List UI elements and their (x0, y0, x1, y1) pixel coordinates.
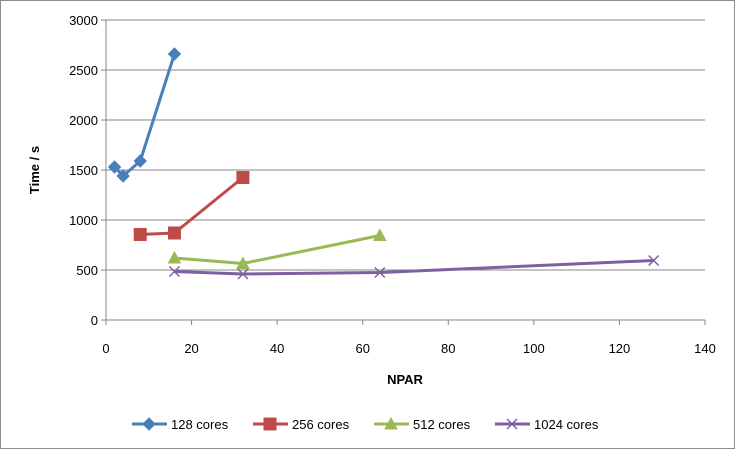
x-tick-label: 140 (694, 341, 716, 356)
data-point-1024-cores (374, 266, 386, 279)
y-tick-label: 2000 (69, 113, 98, 128)
x-marker-stroke (374, 266, 386, 279)
x-tick-label: 60 (355, 341, 369, 356)
legend-swatch-marker (384, 416, 398, 430)
legend-label: 256 cores (292, 417, 350, 432)
y-tick-label: 2500 (69, 63, 98, 78)
series-group (107, 47, 660, 280)
legend-swatch-marker (263, 417, 277, 431)
series-512-cores (167, 228, 387, 269)
data-point-512-cores (236, 256, 250, 269)
data-point-128-cores (133, 154, 147, 168)
legend-label: 1024 cores (534, 417, 599, 432)
legend-swatch-marker (506, 418, 518, 430)
y-tick-label: 3000 (69, 13, 98, 28)
x-tick-label: 120 (609, 341, 631, 356)
series-line-256-cores (140, 176, 244, 236)
series-line-1024-cores (174, 259, 654, 276)
y-tick-label: 1500 (69, 163, 98, 178)
data-point-1024-cores (648, 254, 660, 267)
legend-item-1024-cores: 1024 cores (495, 417, 599, 432)
axes: 0 500 1000 1500 2000 2500 3000 0 20 40 60 80 100 120 1… (69, 13, 716, 356)
y-tick-label: 1000 (69, 213, 98, 228)
x-marker-stroke (168, 265, 180, 278)
legend: 128 cores 256 cores 512 cores 1024 cores (132, 416, 599, 432)
data-point-512-cores (167, 250, 182, 264)
legend-item-128-cores: 128 cores (132, 417, 229, 432)
x-tick-label: 0 (102, 341, 109, 356)
data-point-256-cores (167, 226, 181, 240)
data-point-128-cores (167, 47, 182, 61)
data-point-1024-cores (168, 265, 180, 278)
series-1024-cores (168, 254, 660, 280)
data-point-128-cores (107, 160, 122, 174)
data-point-1024-cores (237, 268, 249, 280)
y-tick-label: 0 (91, 313, 98, 328)
legend-swatch-marker (142, 417, 156, 431)
data-point-512-cores (372, 228, 387, 241)
legend-item-512-cores: 512 cores (374, 416, 471, 432)
x-axis-title: NPAR (387, 372, 423, 387)
x-marker-stroke (506, 418, 518, 430)
series-line-128-cores (113, 53, 176, 178)
y-tick-label: 500 (76, 263, 98, 278)
series-256-cores (133, 171, 250, 241)
legend-item-256-cores: 256 cores (253, 417, 350, 432)
data-point-128-cores (116, 169, 130, 183)
x-tick-label: 20 (184, 341, 198, 356)
series-line-512-cores (174, 234, 381, 265)
x-tick-label: 40 (270, 341, 284, 356)
legend-label: 128 cores (171, 417, 229, 432)
x-tick-label: 100 (523, 341, 545, 356)
data-point-256-cores (133, 228, 147, 241)
data-point-256-cores (236, 171, 250, 184)
gridlines (106, 19, 705, 271)
x-tick-label: 80 (441, 341, 455, 356)
legend-label: 512 cores (413, 417, 471, 432)
x-marker-stroke (237, 268, 249, 280)
x-marker-stroke (648, 254, 660, 267)
y-axis-title: Time / s (27, 146, 42, 194)
series-128-cores (107, 47, 182, 183)
